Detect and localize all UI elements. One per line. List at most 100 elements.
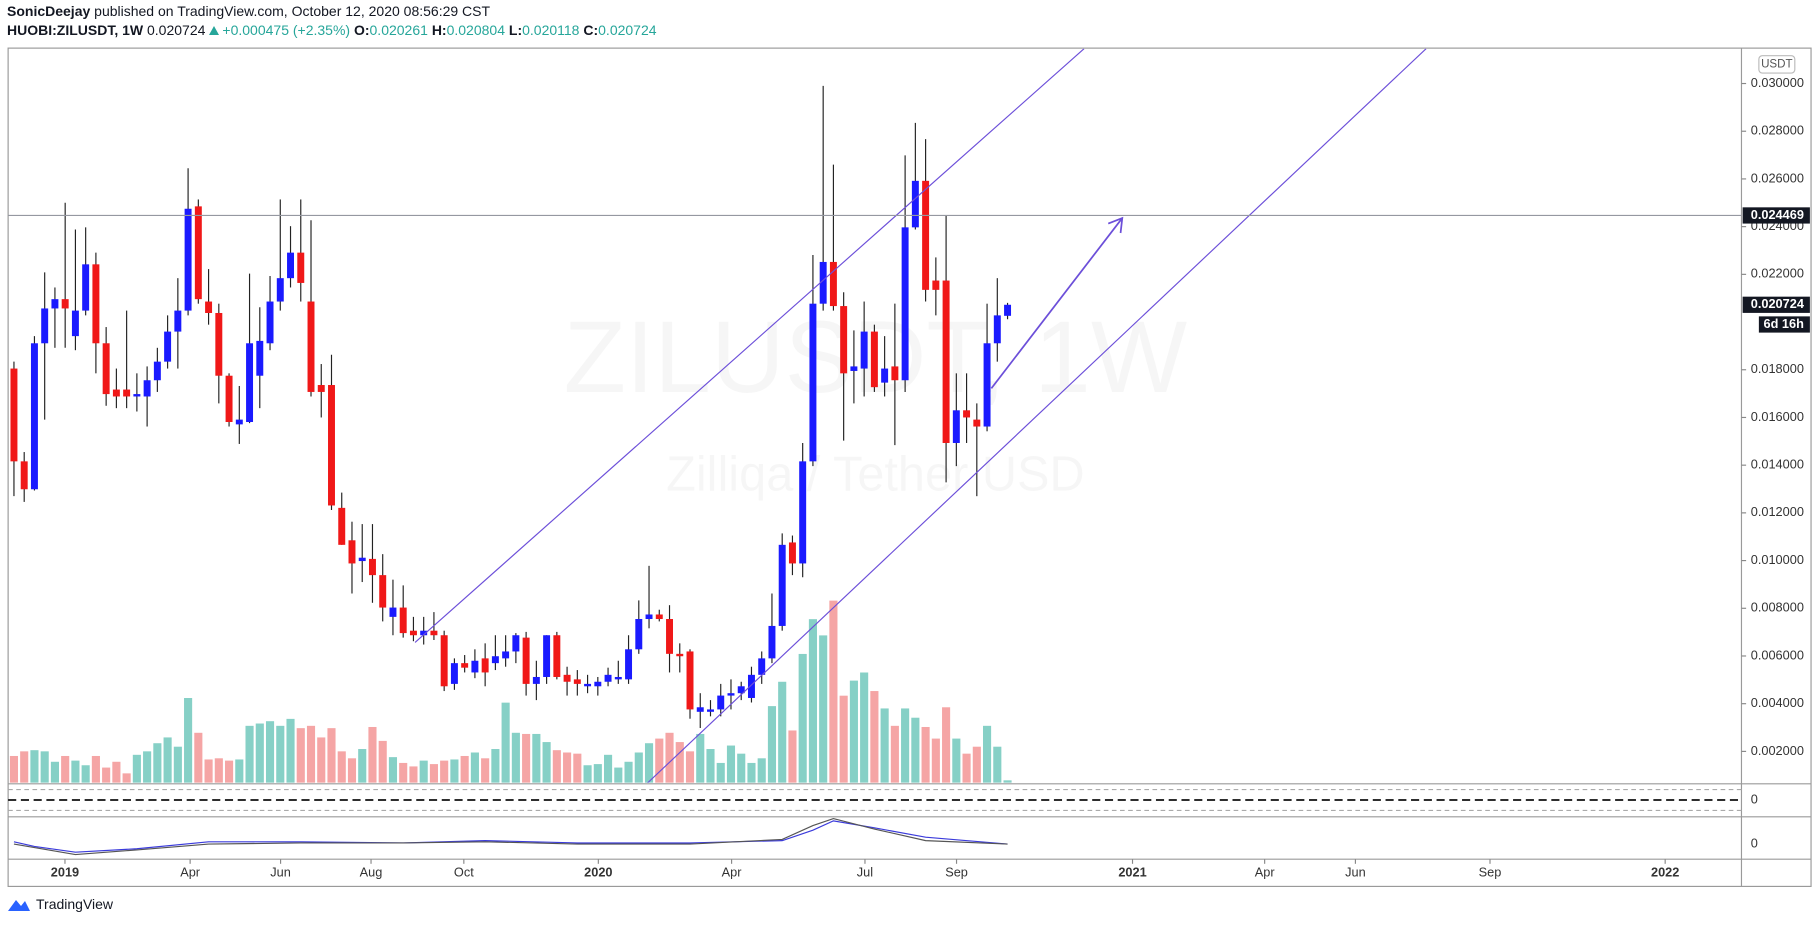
candle-body	[368, 558, 376, 576]
volume-bar	[491, 749, 500, 783]
candle-body	[655, 614, 663, 620]
volume-bar	[604, 754, 613, 783]
candle-body	[963, 410, 971, 418]
volume-bar	[327, 728, 336, 783]
candle-body	[799, 461, 807, 564]
publish-line: SonicDeejay published on TradingView.com…	[7, 2, 657, 21]
x-tick-label: Jun	[1345, 864, 1366, 879]
volume-bar	[378, 740, 387, 783]
x-tick-label: Jun	[270, 864, 291, 879]
volume-bar	[614, 767, 623, 783]
candle-body	[317, 385, 325, 392]
volume-bar	[173, 746, 182, 783]
x-tick-label: 2020	[584, 864, 612, 879]
volume-bar	[440, 760, 449, 783]
volume-bar	[593, 764, 602, 783]
volume-bar	[624, 761, 633, 783]
volume-bar	[306, 725, 316, 783]
oscillator-tick-label: 0	[1751, 835, 1758, 850]
y-tick-label: 0.022000	[1751, 266, 1804, 281]
volume-bar	[20, 751, 29, 783]
candle-body	[696, 707, 704, 712]
c-label: C:	[583, 22, 599, 38]
volume-bar	[716, 762, 725, 783]
volume-bar	[767, 706, 777, 783]
y-tick-label: 0.026000	[1751, 170, 1804, 185]
volume-bar	[655, 738, 664, 783]
candle-body	[512, 635, 520, 652]
candle-body	[133, 394, 141, 397]
volume-bar	[61, 755, 70, 783]
candle-body	[778, 544, 786, 626]
candle-body	[409, 630, 417, 636]
candle-body	[215, 312, 223, 376]
candle-body	[287, 252, 295, 279]
candle-body	[553, 635, 561, 677]
candle-body	[911, 180, 919, 228]
candle-body	[420, 630, 428, 636]
candle-body	[901, 227, 909, 381]
candle-body	[10, 368, 18, 462]
candle-body	[625, 649, 633, 680]
l-label: L:	[508, 22, 523, 38]
candle-body	[829, 261, 837, 307]
last: 0.020724	[147, 22, 206, 38]
candle-body	[338, 507, 346, 545]
candle-body	[594, 681, 602, 687]
candle-body	[389, 607, 397, 617]
candle-body	[635, 619, 643, 650]
candle-body	[358, 557, 366, 562]
volume-bar	[737, 753, 746, 783]
o-value: 0.020261	[369, 22, 428, 38]
volume-bar	[901, 708, 910, 783]
volume-bar	[511, 732, 520, 783]
candle-body	[450, 663, 458, 684]
o-label: O:	[353, 22, 370, 38]
x-tick-label: Apr	[722, 864, 743, 879]
y-tick-label: 0.012000	[1751, 504, 1804, 519]
candle-body	[235, 419, 243, 425]
y-tick-label: 0.010000	[1751, 552, 1804, 567]
l-value: 0.020118	[522, 22, 580, 38]
volume-bar	[808, 619, 817, 783]
volume-bar	[911, 717, 920, 783]
drawings	[414, 48, 1427, 783]
candle-body	[676, 653, 684, 657]
candle-body	[891, 366, 899, 381]
volume-bar	[112, 761, 121, 783]
pane2-tick-label: 0	[1751, 791, 1758, 806]
volume-bar	[399, 762, 408, 783]
volume-bar	[470, 752, 479, 783]
candle-body	[645, 614, 653, 620]
candle-body	[942, 280, 950, 443]
volume-bar	[276, 725, 285, 783]
candle-body	[573, 679, 581, 684]
countdown: 6d 16h	[1764, 316, 1804, 331]
candle-body	[922, 180, 930, 290]
y-tick-label: 0.006000	[1751, 647, 1804, 662]
h-value: 0.020804	[446, 22, 505, 38]
candle-body	[430, 630, 438, 636]
volume-bar	[552, 750, 561, 783]
candle-body	[71, 310, 79, 337]
watermark-description: Zilliqa / Tether USD	[666, 448, 1085, 502]
volume-bar	[184, 698, 193, 783]
candle-body	[666, 619, 674, 654]
currency-button[interactable]	[1758, 55, 1796, 74]
volume-bar	[573, 753, 582, 783]
volume-bar	[143, 751, 152, 783]
volume-bar	[583, 765, 592, 783]
volume-bar	[747, 762, 756, 783]
volume-bar	[204, 759, 213, 783]
volume-bar	[255, 723, 264, 783]
candle-body	[153, 361, 161, 381]
candle-body	[881, 368, 889, 383]
last-price-box	[1742, 296, 1810, 313]
candle-body	[850, 366, 858, 371]
volume-bar	[685, 751, 695, 783]
x-tick-label: Oct	[454, 864, 474, 879]
volume-bar	[194, 732, 203, 783]
candle-body	[461, 663, 469, 668]
candle-body	[143, 380, 151, 397]
volume-bar	[993, 746, 1002, 783]
